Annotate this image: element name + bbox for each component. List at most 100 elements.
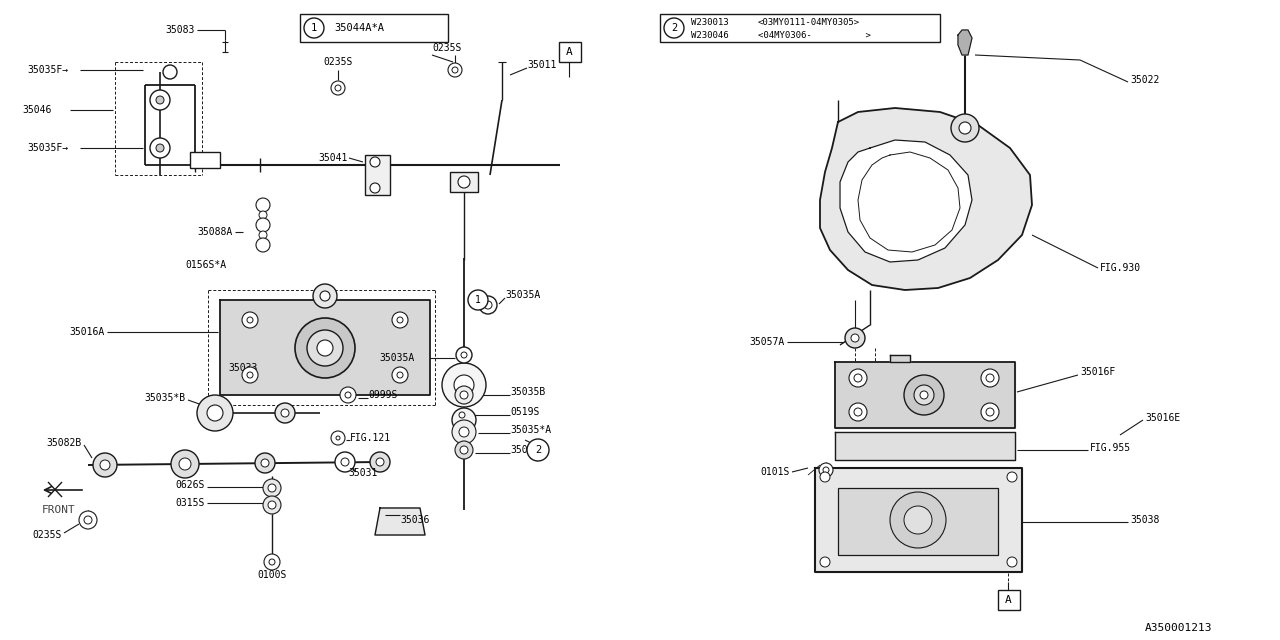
Text: 35088A: 35088A	[197, 227, 233, 237]
Circle shape	[460, 427, 468, 437]
Circle shape	[397, 317, 403, 323]
Text: 35082B: 35082B	[47, 438, 82, 448]
Circle shape	[242, 367, 259, 383]
Circle shape	[959, 122, 972, 134]
Text: A: A	[1005, 595, 1011, 605]
Circle shape	[256, 218, 270, 232]
Circle shape	[262, 479, 282, 497]
Text: 0100S: 0100S	[257, 570, 287, 580]
Bar	[451, 172, 477, 192]
Circle shape	[268, 484, 276, 492]
Circle shape	[442, 363, 486, 407]
Polygon shape	[820, 108, 1032, 290]
Circle shape	[458, 176, 470, 188]
Circle shape	[849, 403, 867, 421]
Circle shape	[247, 372, 253, 378]
Text: 35011: 35011	[527, 60, 557, 70]
Text: 35016A: 35016A	[69, 327, 105, 337]
Text: 0101S: 0101S	[760, 467, 790, 477]
Circle shape	[392, 367, 408, 383]
Text: 2: 2	[535, 445, 541, 455]
Circle shape	[845, 328, 865, 348]
Text: 0999S: 0999S	[369, 390, 397, 400]
Text: 0519S: 0519S	[509, 407, 539, 417]
Polygon shape	[220, 300, 430, 395]
Circle shape	[820, 557, 829, 567]
Circle shape	[920, 391, 928, 399]
Circle shape	[275, 403, 294, 423]
Circle shape	[664, 18, 684, 38]
Circle shape	[268, 501, 276, 509]
Text: 35035B: 35035B	[509, 387, 545, 397]
Text: FIG.930: FIG.930	[1100, 263, 1142, 273]
Circle shape	[335, 452, 355, 472]
Circle shape	[259, 231, 268, 239]
Circle shape	[332, 81, 346, 95]
Polygon shape	[835, 432, 1015, 460]
Circle shape	[980, 369, 998, 387]
Circle shape	[456, 347, 472, 363]
Circle shape	[264, 554, 280, 570]
Circle shape	[1007, 557, 1018, 567]
Text: 35033: 35033	[228, 363, 257, 373]
Circle shape	[79, 511, 97, 529]
Polygon shape	[835, 362, 1015, 428]
Polygon shape	[815, 468, 1021, 572]
Bar	[189, 152, 220, 168]
Circle shape	[460, 446, 468, 454]
Circle shape	[904, 375, 945, 415]
Circle shape	[461, 352, 467, 358]
Circle shape	[914, 385, 934, 405]
Circle shape	[307, 330, 343, 366]
Circle shape	[150, 90, 170, 110]
Circle shape	[261, 459, 269, 467]
Circle shape	[468, 290, 488, 310]
Text: 35087: 35087	[509, 445, 539, 455]
Text: 35035A: 35035A	[380, 353, 415, 363]
Circle shape	[1007, 472, 1018, 482]
Circle shape	[256, 238, 270, 252]
Text: 0235S: 0235S	[32, 530, 61, 540]
Bar	[838, 488, 998, 555]
Circle shape	[397, 372, 403, 378]
Bar	[559, 42, 581, 62]
Text: 35035F→: 35035F→	[27, 65, 68, 75]
Text: <04MY0306-          >: <04MY0306- >	[758, 31, 870, 40]
Polygon shape	[840, 140, 972, 262]
Text: 35036: 35036	[401, 515, 429, 525]
Circle shape	[335, 85, 340, 91]
Circle shape	[452, 420, 476, 444]
Polygon shape	[375, 508, 425, 535]
Text: A: A	[566, 47, 572, 57]
Circle shape	[376, 458, 384, 466]
Circle shape	[819, 463, 833, 477]
Circle shape	[823, 467, 829, 473]
Circle shape	[448, 63, 462, 77]
Circle shape	[340, 387, 356, 403]
Circle shape	[259, 211, 268, 219]
Circle shape	[179, 458, 191, 470]
Bar	[365, 155, 390, 195]
Circle shape	[247, 317, 253, 323]
Circle shape	[262, 496, 282, 514]
Text: 35016E: 35016E	[1146, 413, 1180, 423]
Text: 0156S*A: 0156S*A	[186, 260, 227, 270]
Circle shape	[820, 472, 829, 482]
Circle shape	[854, 408, 861, 416]
Circle shape	[314, 284, 337, 308]
Text: 1: 1	[475, 295, 481, 305]
Circle shape	[320, 291, 330, 301]
Text: 35016F: 35016F	[1080, 367, 1115, 377]
Circle shape	[484, 301, 492, 309]
Circle shape	[460, 412, 465, 418]
Text: W230046: W230046	[691, 31, 728, 40]
Text: 35035*B: 35035*B	[143, 393, 186, 403]
Circle shape	[163, 65, 177, 79]
Text: 35046: 35046	[22, 105, 51, 115]
Circle shape	[980, 403, 998, 421]
Circle shape	[256, 198, 270, 212]
Polygon shape	[957, 30, 972, 55]
Circle shape	[255, 453, 275, 473]
Text: <03MY0111-04MY0305>: <03MY0111-04MY0305>	[758, 17, 860, 26]
Bar	[300, 14, 448, 42]
